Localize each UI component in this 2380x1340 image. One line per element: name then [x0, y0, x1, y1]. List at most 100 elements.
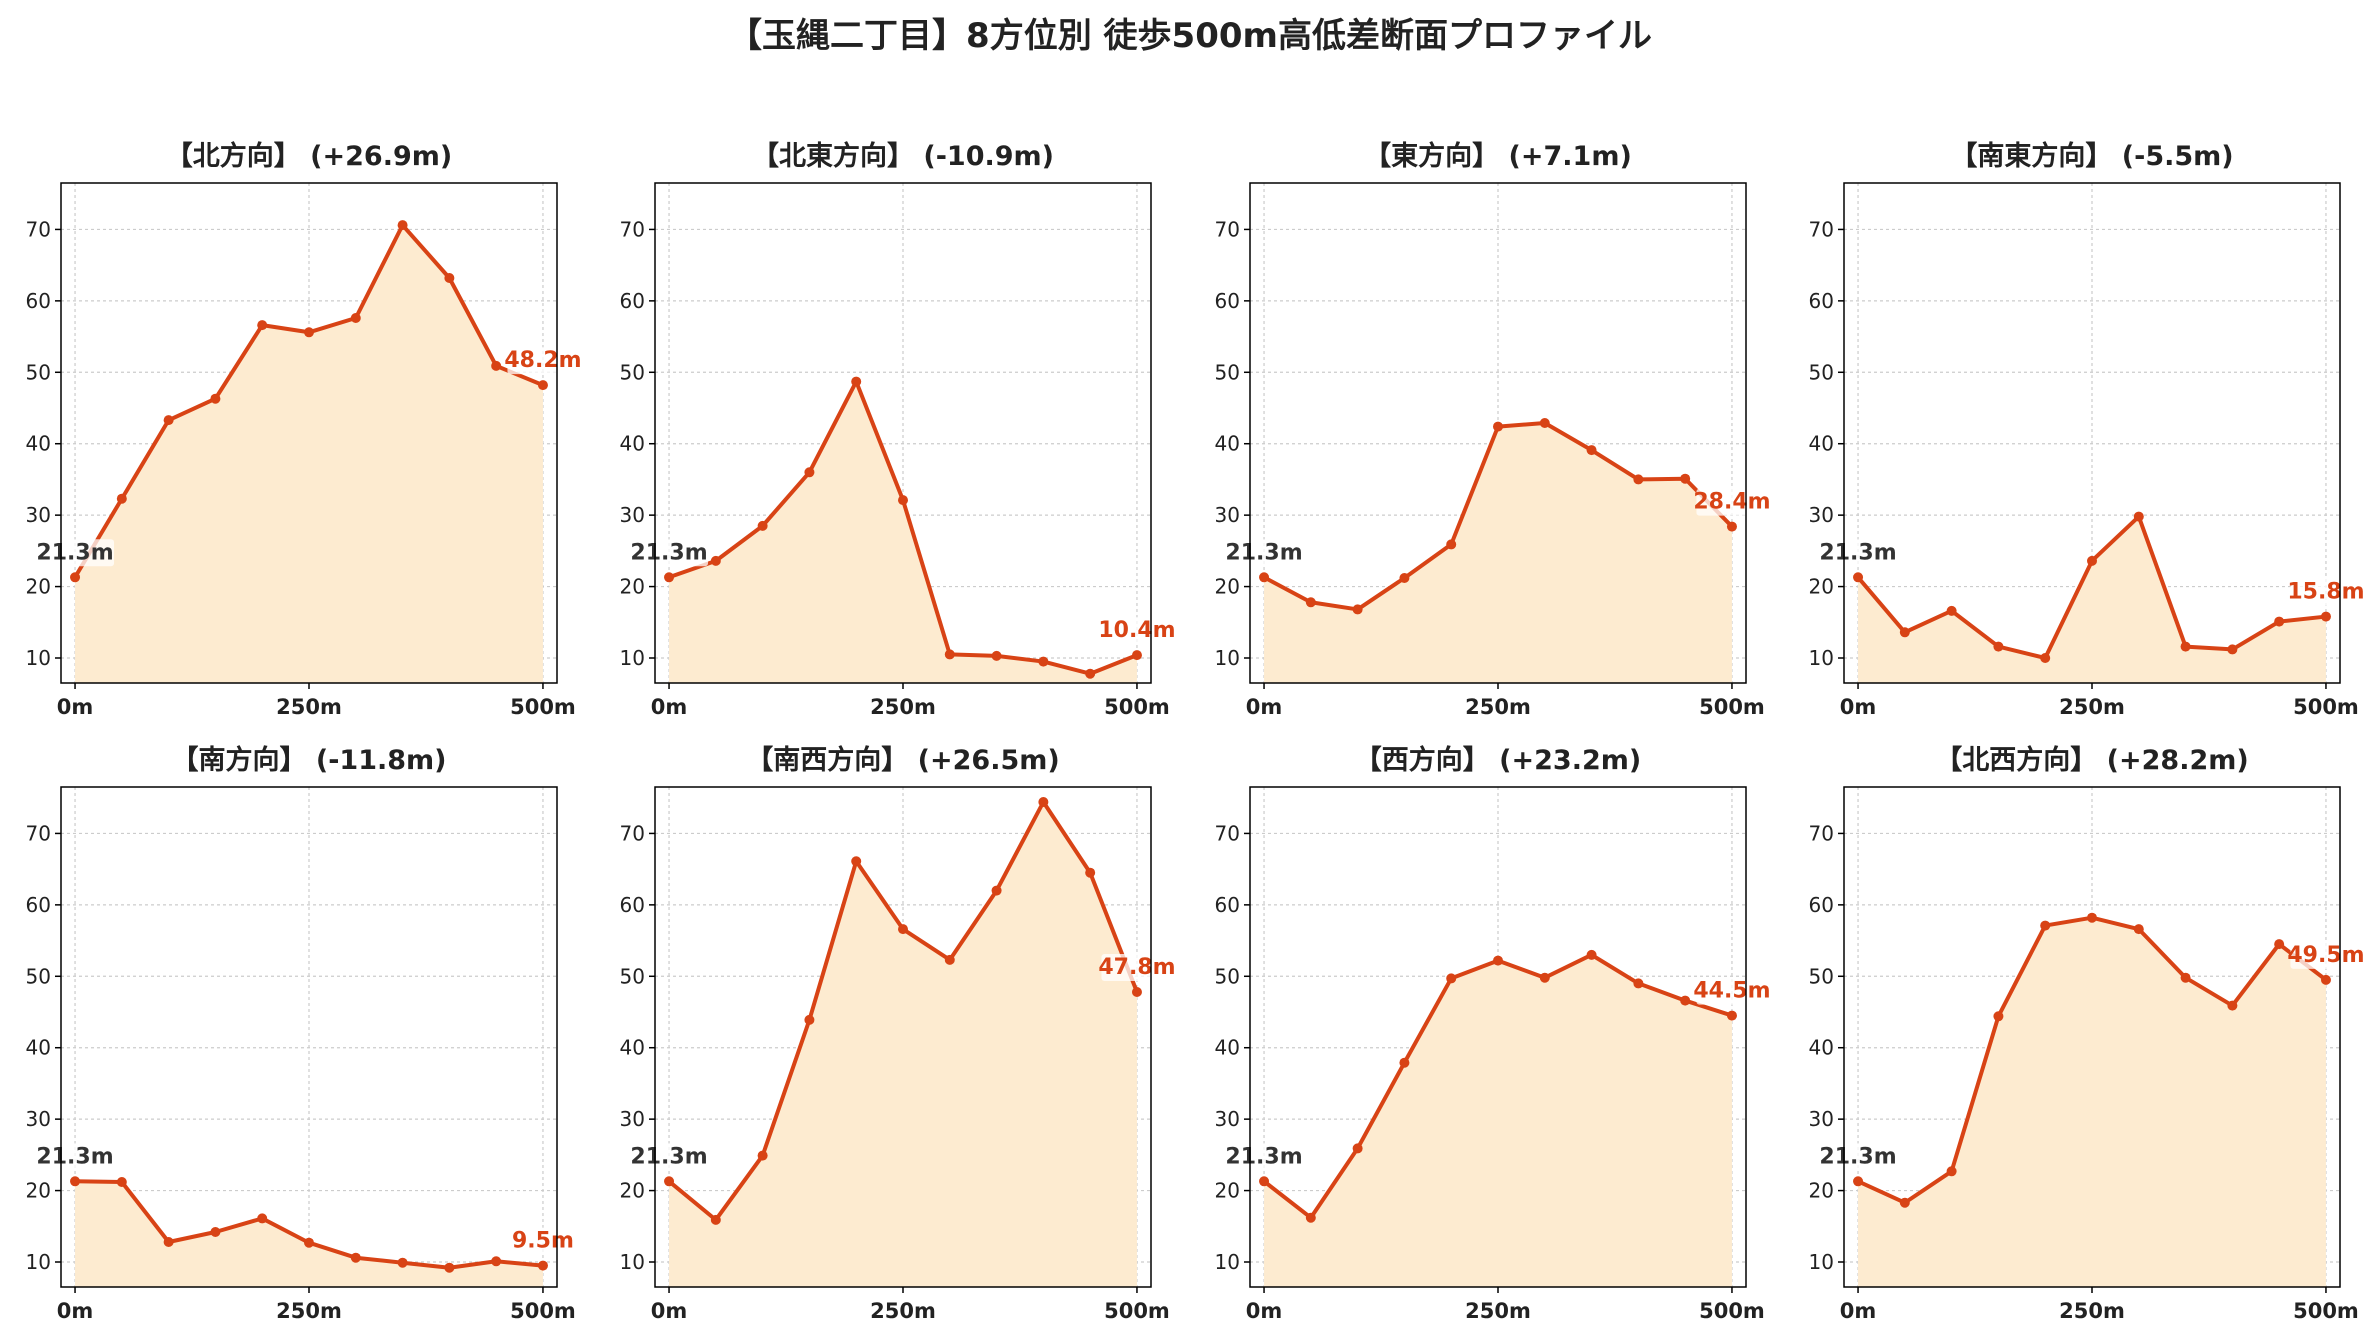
data-point — [2040, 920, 2051, 931]
y-tick-label: 50 — [1809, 964, 1834, 988]
y-tick-label: 20 — [1215, 575, 1240, 599]
data-point — [2040, 653, 2051, 663]
data-point — [491, 1256, 502, 1267]
x-tick-label: 500m — [1699, 1299, 1765, 1323]
data-point — [1899, 627, 1910, 638]
y-tick-label: 30 — [620, 1107, 645, 1131]
chart-title: 【東方向】 (+7.1m) — [1364, 140, 1632, 172]
y-tick-label: 70 — [1809, 821, 1834, 845]
data-point — [851, 856, 862, 867]
data-point — [851, 376, 862, 387]
start-label-bg — [1225, 1143, 1304, 1171]
y-tick-label: 30 — [1809, 1107, 1834, 1131]
y-tick-label: 50 — [26, 964, 51, 988]
data-point — [350, 1252, 361, 1263]
data-point — [2320, 974, 2331, 985]
data-point — [350, 313, 361, 323]
data-point — [991, 650, 1002, 661]
data-point — [210, 393, 221, 404]
y-tick-label: 30 — [1215, 503, 1240, 527]
data-point — [898, 924, 908, 935]
end-label-bg — [1696, 977, 1768, 1005]
data-point — [1352, 604, 1363, 615]
y-tick-label: 40 — [620, 432, 645, 456]
data-point — [444, 1262, 455, 1273]
data-point — [2320, 611, 2331, 622]
start-label-bg — [36, 1143, 115, 1171]
start-label-bg — [36, 539, 115, 567]
y-tick-label: 30 — [1215, 1107, 1240, 1131]
x-tick-label: 250m — [1465, 695, 1531, 719]
data-point — [944, 954, 955, 965]
y-tick-label: 60 — [26, 289, 51, 313]
area-fill — [1264, 423, 1732, 683]
chart-panel-7: 【西方向】 (+23.2m) 21.3m 44.5m 10 20 30 40 50 60 70 0m… — [1215, 744, 1771, 1323]
start-elevation-label: 21.3m — [1819, 540, 1896, 565]
y-tick-label: 50 — [1809, 360, 1834, 384]
start-elevation-label: 21.3m — [1225, 540, 1302, 565]
data-point — [257, 320, 268, 331]
data-point — [1633, 474, 1644, 485]
data-point — [1946, 605, 1957, 616]
y-tick-label: 40 — [1809, 1036, 1834, 1060]
y-tick-label: 40 — [620, 1036, 645, 1060]
data-point — [1131, 987, 1142, 997]
y-tick-label: 20 — [1215, 1179, 1240, 1203]
data-point — [757, 1150, 768, 1161]
data-point — [898, 495, 908, 506]
data-point — [1399, 573, 1410, 583]
chart-panel-4: 【南東方向】 (-5.5m) 21.3m 15.8m 10 20 30 40 50 60 70 0m… — [1809, 140, 2365, 719]
data-point — [1305, 1212, 1316, 1223]
data-point — [2180, 972, 2191, 983]
data-point — [710, 555, 721, 566]
data-point — [2087, 912, 2097, 923]
data-point — [664, 1176, 675, 1187]
data-point — [1131, 650, 1142, 661]
start-elevation-label: 21.3m — [36, 1144, 113, 1169]
data-point — [991, 885, 1002, 896]
y-tick-label: 50 — [1215, 964, 1240, 988]
end-label-bg — [1696, 488, 1768, 516]
end-label-bg — [1101, 617, 1173, 645]
x-tick-label: 500m — [510, 695, 576, 719]
x-tick-label: 0m — [57, 1299, 94, 1323]
x-tick-label: 0m — [651, 1299, 688, 1323]
data-point — [163, 415, 174, 426]
y-tick-label: 10 — [1215, 646, 1240, 670]
chart-panel-1: 【北方向】 (+26.9m) 21.3m 48.2m 10 20 30 40 50 60 70 0m… — [26, 140, 582, 719]
data-point — [1446, 539, 1457, 550]
data-point — [1399, 1057, 1410, 1068]
data-point — [116, 493, 127, 504]
area-fill — [1858, 917, 2326, 1287]
x-tick-label: 250m — [276, 1299, 342, 1323]
data-point — [491, 360, 502, 371]
y-tick-label: 60 — [26, 893, 51, 917]
data-point — [1493, 955, 1503, 966]
x-tick-label: 250m — [2059, 1299, 2125, 1323]
x-tick-label: 250m — [1465, 1299, 1531, 1323]
y-tick-label: 40 — [1215, 1036, 1240, 1060]
y-tick-label: 70 — [1215, 217, 1240, 241]
y-tick-label: 10 — [26, 1250, 51, 1274]
end-elevation-label: 10.4m — [1098, 618, 1175, 643]
data-point — [2227, 1000, 2238, 1011]
start-label-bg — [1819, 539, 1898, 567]
data-point — [1633, 978, 1644, 989]
chart-panel-2: 【北東方向】 (-10.9m) 21.3m 10.4m 10 20 30 40 50 60 70 0… — [620, 140, 1176, 719]
data-point — [163, 1237, 174, 1247]
data-point — [397, 1257, 408, 1268]
data-point — [1586, 949, 1597, 960]
start-label-bg — [1819, 1143, 1898, 1171]
data-point — [1993, 641, 2004, 652]
data-point — [664, 572, 675, 583]
y-tick-label: 20 — [26, 1179, 51, 1203]
data-point — [257, 1213, 268, 1224]
data-point — [1586, 445, 1597, 456]
data-point — [1038, 797, 1049, 807]
y-tick-label: 70 — [26, 217, 51, 241]
chart-title: 【北方向】 (+26.9m) — [166, 140, 452, 172]
y-tick-label: 70 — [620, 821, 645, 845]
x-tick-label: 0m — [651, 695, 688, 719]
data-point — [2133, 511, 2144, 522]
x-tick-label: 0m — [1840, 1299, 1877, 1323]
